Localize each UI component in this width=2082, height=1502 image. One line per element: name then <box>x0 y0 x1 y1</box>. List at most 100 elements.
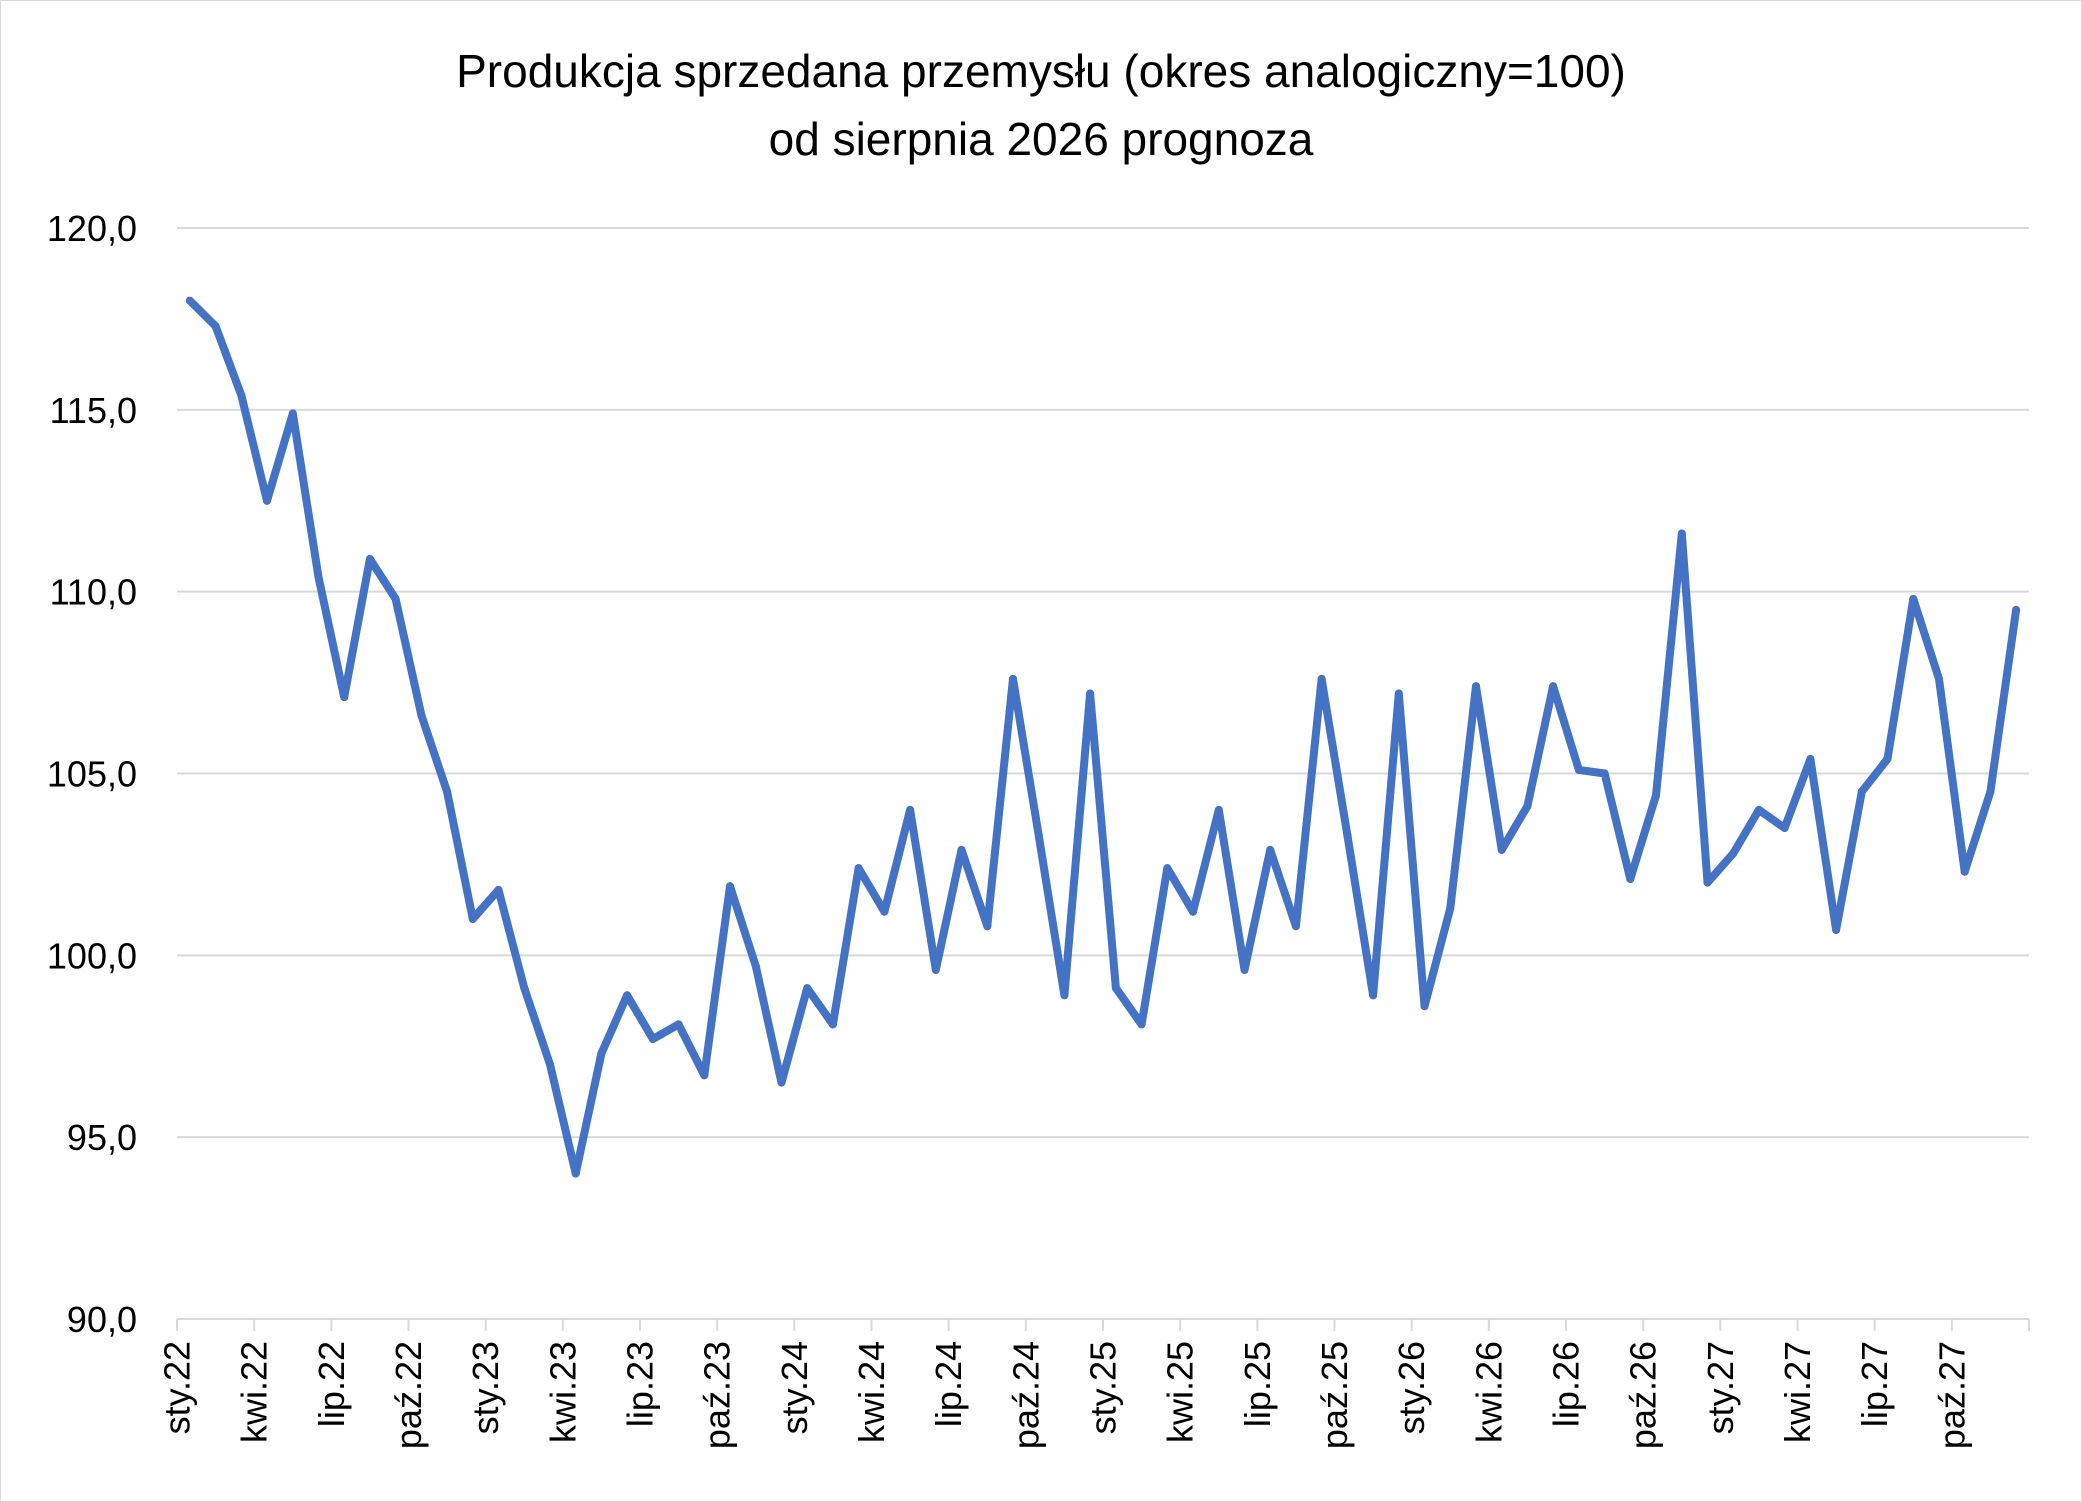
data-point <box>1806 755 1815 763</box>
data-point <box>1549 682 1558 691</box>
data-point <box>1060 991 1069 1000</box>
x-tick-label: paź.26 <box>1623 1341 1664 1449</box>
y-tick-label: 100,0 <box>47 935 137 976</box>
data-point <box>1857 787 1866 796</box>
data-point <box>1652 791 1660 800</box>
data-point <box>700 1071 709 1080</box>
data-point <box>1703 878 1712 887</box>
data-point <box>2012 605 2021 614</box>
data-point <box>1317 674 1326 683</box>
data-point <box>1909 594 1918 603</box>
x-tick-label: kwi.22 <box>234 1341 275 1443</box>
x-tick-label: sty.26 <box>1391 1341 1432 1434</box>
chart-subtitle: od sierpnia 2026 prognoza <box>769 113 1314 165</box>
data-point <box>906 805 915 814</box>
data-point <box>1883 755 1892 763</box>
data-point <box>1266 845 1275 854</box>
x-tick-label: lip.27 <box>1854 1341 1895 1427</box>
series-line <box>185 296 2021 1178</box>
data-point <box>1394 689 1403 698</box>
data-point <box>751 962 760 971</box>
data-point <box>1986 787 1995 796</box>
data-point <box>854 864 863 873</box>
y-axis-tick-labels: 90,0 95,0 100,0 105,0 110,0 115,0 120,0 <box>47 208 137 1340</box>
data-point <box>1034 831 1043 840</box>
data-point <box>623 991 632 1000</box>
data-point <box>1240 965 1249 974</box>
data-point <box>546 1060 554 1069</box>
data-point <box>1472 682 1480 691</box>
y-tick-label: 120,0 <box>47 208 137 249</box>
x-tick-label: kwi.27 <box>1777 1341 1818 1443</box>
data-point <box>417 711 426 720</box>
data-point <box>1086 689 1095 698</box>
data-point <box>1832 925 1841 934</box>
data-point <box>1935 674 1943 683</box>
data-point <box>803 984 812 993</box>
y-tick-label: 95,0 <box>67 1117 137 1158</box>
x-tick-label: sty.25 <box>1083 1341 1124 1434</box>
data-point <box>314 573 323 582</box>
x-tick-label: kwi.23 <box>542 1341 583 1443</box>
x-tick-label: paź.25 <box>1314 1341 1355 1449</box>
x-tick-label: lip.25 <box>1237 1341 1278 1427</box>
data-point <box>957 845 966 854</box>
data-point <box>520 984 529 993</box>
data-point <box>1214 805 1223 814</box>
data-point <box>1497 845 1506 854</box>
data-point <box>1189 907 1197 916</box>
data-point <box>1446 904 1455 913</box>
y-tick-label: 90,0 <box>67 1299 137 1340</box>
data-point <box>211 322 220 331</box>
x-tick-label: paź.22 <box>388 1341 429 1449</box>
data-point <box>288 409 297 418</box>
data-point <box>1291 922 1300 931</box>
data-point <box>494 885 503 894</box>
data-point <box>1009 674 1017 683</box>
data-point <box>777 1078 786 1087</box>
x-tick-label: kwi.25 <box>1160 1341 1201 1443</box>
data-point <box>1754 805 1763 814</box>
y-tick-label: 105,0 <box>47 754 137 795</box>
data-point <box>1137 1020 1146 1029</box>
data-point <box>340 693 349 702</box>
gridlines <box>177 227 2029 1139</box>
data-point <box>1523 802 1532 811</box>
data-point <box>1574 765 1583 774</box>
x-tick-label: sty.22 <box>157 1341 198 1434</box>
data-point <box>726 882 734 891</box>
data-point <box>237 391 246 400</box>
data-point <box>1343 831 1352 840</box>
x-tick-label: lip.24 <box>928 1341 969 1427</box>
data-point <box>391 594 400 603</box>
data-point <box>1960 867 1969 876</box>
data-point <box>828 1020 837 1029</box>
x-tick-label: sty.27 <box>1700 1341 1741 1434</box>
data-point <box>1163 864 1172 873</box>
data-point <box>674 1020 683 1029</box>
x-tick-label: paź.23 <box>697 1341 738 1449</box>
data-point <box>880 907 889 916</box>
data-point <box>443 787 452 796</box>
data-point <box>185 296 194 305</box>
x-tick-label: lip.22 <box>311 1341 352 1427</box>
data-point <box>648 1035 657 1043</box>
x-tick-label: paź.27 <box>1931 1341 1972 1449</box>
data-point <box>1780 824 1789 832</box>
data-point <box>1369 991 1378 1000</box>
chart-title: Produkcja sprzedana przemysłu (okres ana… <box>456 45 1626 97</box>
x-tick-label: lip.26 <box>1546 1341 1587 1427</box>
data-point <box>1111 984 1120 993</box>
y-tick-label: 110,0 <box>50 572 137 613</box>
data-point <box>365 554 374 563</box>
x-tick-label: kwi.26 <box>1468 1341 1509 1443</box>
data-point <box>263 496 271 505</box>
series-layer <box>185 296 2021 1178</box>
data-point <box>1677 529 1686 538</box>
x-axis: sty.22 kwi.22 lip.22 paź.22 sty.23 kwi.23 lip.… <box>157 1318 2030 1449</box>
x-tick-label: lip.23 <box>620 1341 661 1427</box>
data-point <box>1420 1002 1429 1011</box>
data-point <box>597 1049 606 1058</box>
data-point <box>468 915 477 923</box>
